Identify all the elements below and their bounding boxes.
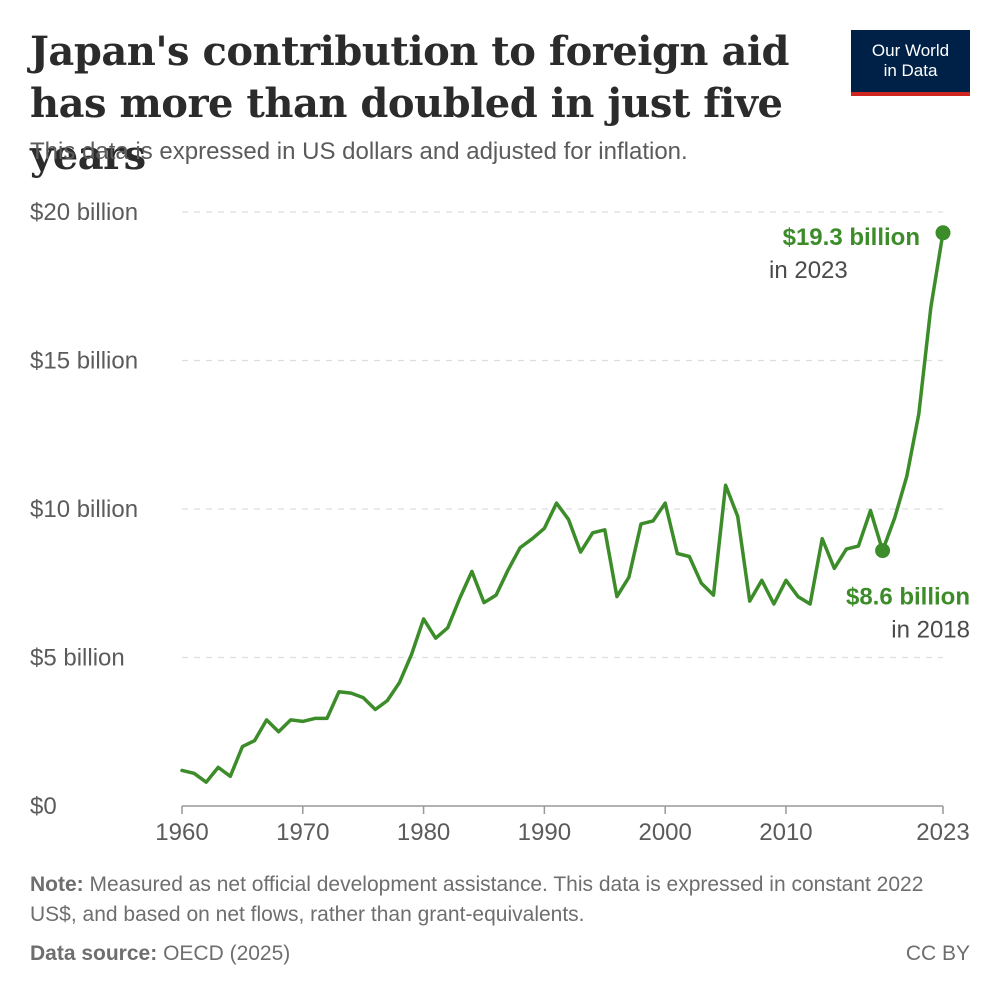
annotation-value: $19.3 billion	[783, 224, 920, 251]
source-label: Data source:	[30, 942, 158, 965]
annotation-year: in 2023	[769, 257, 848, 284]
series-line[interactable]	[180, 231, 945, 784]
annotation-value: $8.6 billion	[846, 584, 970, 611]
annotation-year: in 2018	[891, 617, 970, 644]
highlight-point[interactable]	[935, 225, 951, 241]
y-tick-label: $5 billion	[30, 645, 125, 672]
owid-logo[interactable]: Our World in Data	[851, 30, 970, 96]
x-tick-label: 1990	[518, 819, 571, 846]
source-text[interactable]: OECD (2025)	[163, 942, 291, 965]
x-tick-label: 2010	[759, 819, 812, 846]
y-tick-label: $15 billion	[30, 348, 138, 375]
highlight-point[interactable]	[875, 543, 891, 559]
x-tick-label: 2023	[916, 819, 969, 846]
license-text[interactable]: CC BY	[905, 942, 970, 965]
footer-source: Data source: OECD (2025)	[30, 942, 290, 966]
y-tick-label: $0	[30, 793, 57, 820]
annotations: $19.3 billion in 2023 $8.6 billion in 2018	[769, 224, 970, 644]
series-layer	[180, 231, 945, 784]
x-axis: 1960 1970 1980 1990 2000 2010 2023	[155, 805, 970, 846]
y-axis-tick-labels: $0 $5 billion $10 billion $15 billion $20 bi…	[30, 199, 138, 820]
x-tick-label: 1970	[276, 819, 329, 846]
logo-line-1: Our World	[871, 41, 950, 60]
note-text: Measured as net official development ass…	[30, 873, 924, 926]
note-label: Note:	[30, 873, 84, 896]
line-chart: $0 $5 billion $10 billion $15 billion $20 bi…	[30, 199, 970, 846]
x-tick-label: 1960	[155, 819, 208, 846]
chart-subtitle: This data is expressed in US dollars and…	[30, 138, 688, 165]
logo-line-2: in Data	[883, 61, 938, 80]
x-tick-label: 2000	[638, 819, 691, 846]
y-tick-label: $20 billion	[30, 199, 138, 226]
footer-note: Note: Measured as net official developme…	[30, 870, 970, 930]
chart-title: Japan's contribution to foreign aid has …	[30, 28, 790, 179]
y-tick-label: $10 billion	[30, 496, 138, 523]
x-tick-label: 1980	[397, 819, 450, 846]
